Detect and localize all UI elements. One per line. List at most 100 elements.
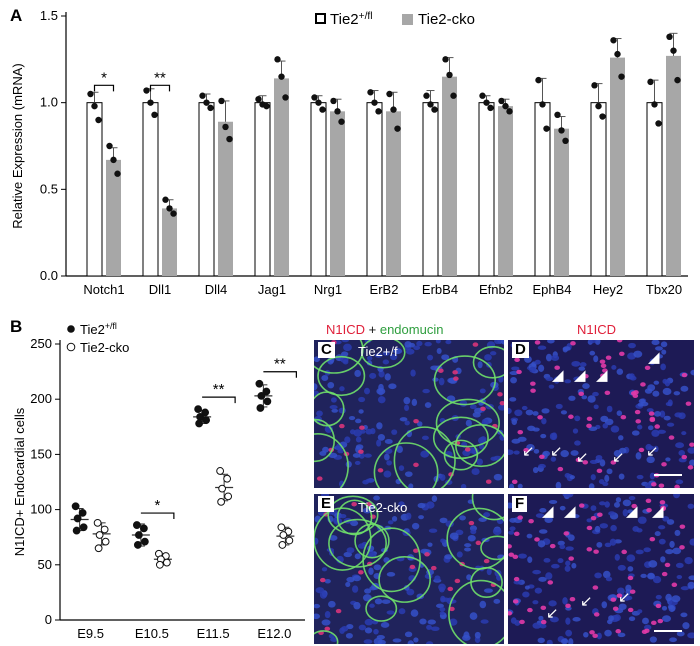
nucleus <box>565 560 571 567</box>
nucleus <box>676 574 683 580</box>
nucleus <box>480 619 489 624</box>
nucleus <box>545 376 554 382</box>
data-point <box>73 514 82 523</box>
n1icd-signal <box>589 630 595 635</box>
nucleus <box>408 483 414 488</box>
nucleus <box>369 603 375 608</box>
nucleus <box>598 479 605 485</box>
nucleus <box>467 534 476 542</box>
micrograph-f: F ◢ ◢ ◢ ◢ ↙ ↙ ↙ <box>508 494 694 644</box>
nucleus <box>586 518 593 523</box>
endomucin-outline <box>365 595 398 622</box>
nucleus <box>661 349 667 355</box>
n1icd-signal <box>631 503 638 509</box>
n1icd-signal <box>485 479 492 484</box>
nucleus <box>358 452 365 459</box>
n1icd-signal <box>604 390 611 395</box>
n1icd-signal <box>452 370 458 375</box>
nucleus <box>628 616 636 622</box>
n1icd-signal <box>650 620 657 626</box>
nucleus <box>413 637 419 643</box>
micrograph-d: D ◢ ◢ ◢ ◢ ↙ ↙ ↙ ↙ ↙ <box>508 340 694 488</box>
nucleus <box>559 544 566 550</box>
nucleus <box>384 439 393 444</box>
endomucin-outline <box>314 418 336 463</box>
nucleus <box>645 443 652 451</box>
nucleus <box>664 379 671 387</box>
nucleus <box>511 438 521 444</box>
nucleus <box>476 458 484 466</box>
nucleus <box>614 554 620 561</box>
chart-a: A Relative Expression (mRNA) 0.0 0.5 1.0 1.5 N… <box>10 6 688 297</box>
nucleus <box>564 565 571 572</box>
n1icd-signal <box>540 605 547 610</box>
nucleus <box>517 483 523 488</box>
n1icd-signal <box>644 365 651 370</box>
nucleus <box>674 412 683 418</box>
bar <box>162 208 177 276</box>
data-point <box>319 106 326 113</box>
nucleus <box>590 474 596 481</box>
n1icd-signal <box>640 382 646 387</box>
micrograph-c: C Tie2+/f <box>314 340 504 488</box>
nucleus <box>534 587 543 594</box>
n1icd-signal <box>593 549 599 554</box>
n1icd-signal <box>523 448 529 453</box>
nucleus <box>604 542 612 548</box>
nucleus <box>538 529 548 534</box>
nucleus <box>674 529 681 537</box>
n1icd-signal <box>537 415 543 420</box>
n1icd-signal <box>600 363 607 368</box>
nucleus <box>588 426 598 431</box>
nucleus <box>393 348 403 355</box>
data-point <box>274 56 281 63</box>
y-tick-label: 0.5 <box>40 181 58 196</box>
nucleus <box>544 516 553 523</box>
nucleus <box>649 358 656 366</box>
nucleus <box>382 359 390 365</box>
data-point <box>87 90 94 98</box>
nucleus <box>594 340 601 345</box>
endomucin-outline <box>433 355 497 406</box>
nucleus <box>464 547 471 552</box>
nucleus <box>404 341 412 348</box>
nucleus <box>373 637 383 644</box>
nucleus <box>388 383 397 390</box>
data-point <box>554 111 561 119</box>
x-tick-label: E12.0 <box>257 626 291 641</box>
nucleus <box>328 600 336 608</box>
nucleus <box>653 445 659 453</box>
nucleus <box>376 422 383 430</box>
arrowhead-icon: ◢ <box>652 503 664 520</box>
nucleus <box>589 459 598 464</box>
endomucin-outline <box>360 340 406 369</box>
nucleus <box>348 416 356 421</box>
nucleus <box>537 345 547 350</box>
nucleus <box>651 340 660 346</box>
n1icd-signal <box>351 502 357 507</box>
nucleus <box>647 425 654 431</box>
nucleus <box>572 514 580 519</box>
data-point <box>386 90 393 98</box>
n1icd-signal <box>657 618 664 624</box>
nucleus <box>477 361 483 369</box>
data-point <box>595 102 602 110</box>
nucleus <box>404 420 410 426</box>
data-point <box>558 127 565 134</box>
nucleus <box>648 560 658 568</box>
nucleus <box>547 340 555 344</box>
nucleus <box>617 632 626 638</box>
nucleus <box>676 631 685 637</box>
nucleus <box>345 632 353 639</box>
nucleus <box>649 472 656 480</box>
nucleus <box>406 588 415 596</box>
nucleus <box>533 448 540 454</box>
nucleus <box>655 594 662 600</box>
data-point <box>207 104 214 112</box>
nucleus <box>617 564 626 571</box>
data-point <box>226 135 233 143</box>
data-point <box>224 492 233 501</box>
nucleus <box>449 532 459 540</box>
nucleus <box>479 600 487 609</box>
nucleus <box>675 562 684 568</box>
